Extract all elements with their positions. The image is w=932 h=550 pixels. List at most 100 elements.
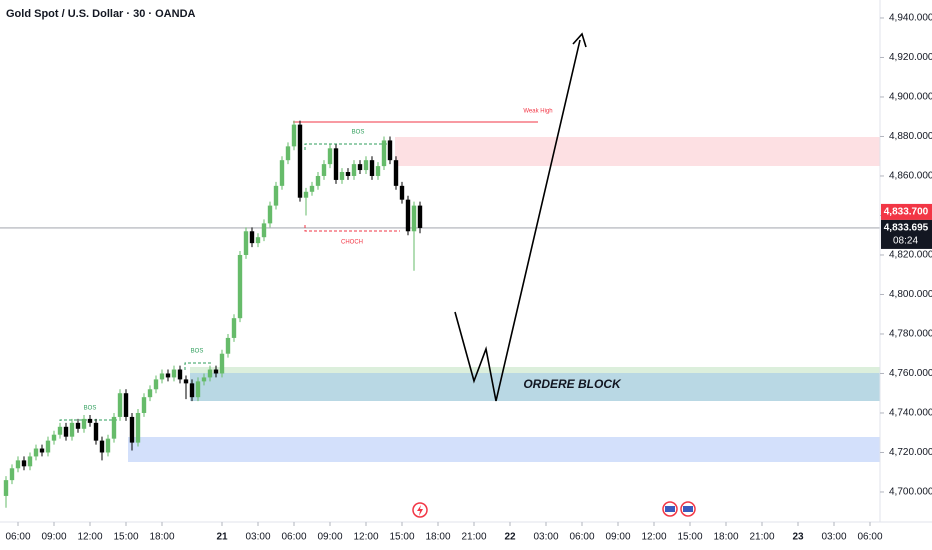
candle-body — [81, 418, 87, 429]
x-tick-label: 23 — [792, 532, 804, 543]
x-tick-label: 09:00 — [41, 532, 66, 543]
x-tick-label: 06:00 — [569, 532, 594, 543]
bos-line — [184, 362, 212, 370]
y-tick-label: 4,820.000 — [889, 250, 932, 261]
candle-body — [279, 160, 285, 186]
x-tick-label: 03:00 — [245, 532, 270, 543]
candle-body — [255, 237, 261, 244]
candle-body — [165, 373, 171, 378]
candle-body — [201, 377, 207, 382]
candle-body — [213, 369, 219, 374]
x-tick-label: 18:00 — [425, 532, 450, 543]
y-tick-label: 4,780.000 — [889, 329, 932, 340]
candle-body — [99, 440, 105, 453]
candle-body — [291, 124, 297, 147]
candle-body — [111, 416, 117, 439]
candle-body — [273, 185, 279, 206]
x-tick-label: 12:00 — [641, 532, 666, 543]
candle-body — [267, 205, 273, 224]
x-tick-label: 15:00 — [389, 532, 414, 543]
x-tick-label: 06:00 — [281, 532, 306, 543]
price-label: 4,833.700 — [884, 207, 929, 218]
annotation-labels: BOS BOS BOS CHOCH Weak High ORDERE BLOCK — [84, 109, 622, 412]
y-tick-label: 4,920.000 — [889, 52, 932, 63]
price-label: 4,833.695 — [884, 223, 929, 234]
x-tick-label: 03:00 — [821, 532, 846, 543]
y-tick-label: 4,900.000 — [889, 92, 932, 103]
candle-body — [117, 393, 123, 417]
candle-body — [261, 223, 267, 238]
flag-icon-body — [665, 506, 675, 512]
candle-body — [339, 172, 345, 180]
weak-high-label: Weak High — [523, 109, 552, 115]
candle-body — [369, 160, 375, 176]
candle-body — [327, 148, 333, 165]
flag-icon-body — [683, 506, 693, 512]
event-icon-bolt — [417, 505, 423, 516]
order-block-label: ORDERE BLOCK — [523, 377, 622, 391]
x-tick-label: 12:00 — [77, 532, 102, 543]
bos-label: BOS — [191, 349, 204, 355]
supply-zone — [395, 137, 880, 166]
x-tick-label: 22 — [504, 532, 516, 543]
y-tick-label: 4,800.000 — [889, 289, 932, 300]
candle-body — [237, 254, 243, 319]
candle-body — [333, 148, 339, 180]
x-tick-label: 15:00 — [677, 532, 702, 543]
x-tick-label: 21:00 — [461, 532, 486, 543]
candle-body — [189, 383, 195, 398]
x-tick-label: 06:00 — [5, 532, 30, 543]
x-tick-label: 09:00 — [317, 532, 342, 543]
candle-body — [303, 191, 309, 198]
candle-body — [375, 166, 381, 176]
drawings — [59, 32, 587, 426]
candle-body — [105, 438, 111, 453]
candle-body — [225, 337, 231, 354]
candles — [3, 120, 423, 508]
price-label-box — [881, 203, 932, 220]
x-tick-label: 09:00 — [605, 532, 630, 543]
candle-body — [141, 397, 147, 413]
candle-body — [345, 172, 351, 176]
candle-body — [417, 205, 423, 228]
x-tick-label: 18:00 — [713, 532, 738, 543]
y-tick-label: 4,860.000 — [889, 171, 932, 182]
candle-body — [51, 434, 57, 441]
candle-body — [363, 160, 369, 171]
candle-body — [381, 140, 387, 167]
candle-body — [231, 318, 237, 338]
candle-body — [93, 422, 99, 441]
candle-body — [171, 369, 177, 378]
candle-body — [387, 140, 393, 161]
projection-arrow — [454, 39, 581, 402]
candle-body — [9, 468, 15, 481]
x-tick-label: 21 — [216, 532, 228, 543]
candle-body — [69, 422, 75, 437]
candle-body — [21, 460, 27, 467]
y-tick-label: 4,700.000 — [889, 487, 932, 498]
choch-label: CHOCH — [341, 240, 363, 246]
candle-body — [195, 381, 201, 398]
candle-body — [183, 379, 189, 384]
candle-body — [315, 175, 321, 186]
green-band — [190, 367, 880, 373]
y-tick-label: 4,940.000 — [889, 13, 932, 24]
candle-body — [159, 373, 165, 380]
x-tick-label: 12:00 — [353, 532, 378, 543]
zones — [128, 137, 880, 462]
event-icons — [412, 501, 696, 518]
x-tick-label: 06:00 — [857, 532, 882, 543]
candle-body — [129, 416, 135, 443]
candle-body — [75, 422, 81, 429]
candle-body — [27, 456, 33, 467]
x-tick-label: 03:00 — [533, 532, 558, 543]
candle-body — [87, 418, 93, 423]
candle-body — [285, 146, 291, 161]
y-tick-label: 4,760.000 — [889, 368, 932, 379]
demand-zone — [128, 437, 880, 462]
candle-body — [321, 164, 327, 176]
y-tick-label: 4,720.000 — [889, 447, 932, 458]
candle-body — [351, 164, 357, 176]
order-block-zone — [190, 373, 880, 401]
